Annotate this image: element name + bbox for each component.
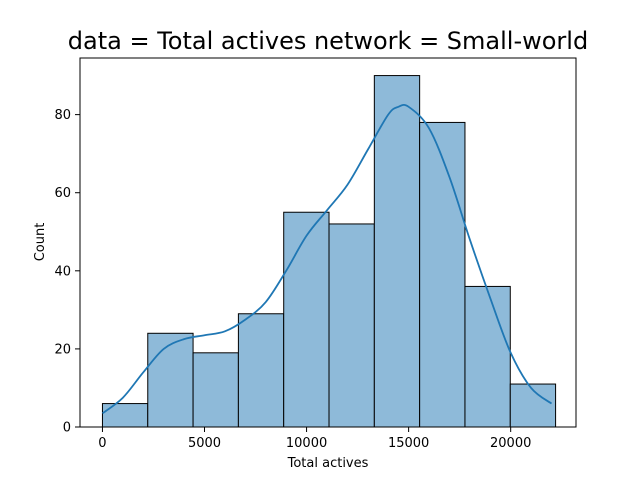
histogram-bar-6 xyxy=(373,75,421,428)
histogram-bar-3 xyxy=(237,313,285,428)
histogram-bar-7 xyxy=(419,121,466,428)
x-tick-label: 0 xyxy=(98,436,106,451)
histogram-bar-1 xyxy=(147,332,194,428)
histogram-bar-8 xyxy=(464,285,511,428)
x-tick-label: 20000 xyxy=(490,436,531,451)
histogram-bar-2 xyxy=(192,352,239,428)
chart-title: data = Total actives network = Small-wor… xyxy=(68,27,588,55)
x-tick-label: 10000 xyxy=(286,436,327,451)
y-tick-label: 80 xyxy=(54,108,71,123)
x-axis-label: Total actives xyxy=(287,456,369,471)
y-tick-label: 40 xyxy=(54,264,71,279)
y-tick-label: 0 xyxy=(63,421,71,436)
kde-curve xyxy=(101,103,553,415)
y-tick-label: 20 xyxy=(54,342,71,357)
plot-frame xyxy=(79,57,577,428)
histogram-bar-4 xyxy=(283,211,330,428)
x-axis-ticks: 0 5000 10000 15000 20000 xyxy=(98,427,531,451)
bars-layer xyxy=(101,75,557,428)
x-tick-label: 15000 xyxy=(388,436,429,451)
y-axis-label: Count xyxy=(33,223,48,262)
y-axis-ticks: 0 20 40 60 80 xyxy=(54,108,80,436)
x-tick-label: 5000 xyxy=(188,436,221,451)
histogram-bar-0 xyxy=(101,403,149,428)
histogram-bar-5 xyxy=(328,223,375,428)
y-tick-label: 60 xyxy=(54,186,71,201)
